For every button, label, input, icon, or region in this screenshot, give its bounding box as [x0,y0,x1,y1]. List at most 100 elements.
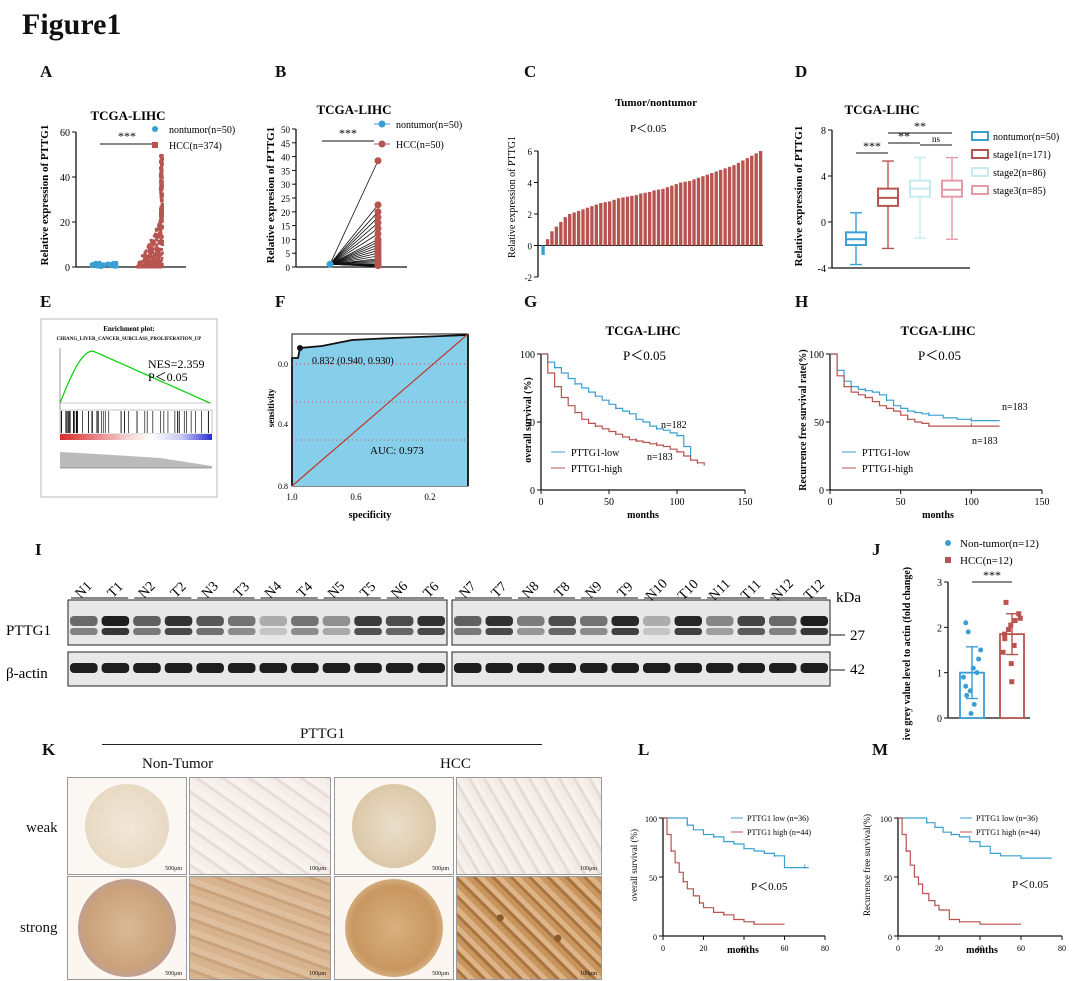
m-ytick-label-2: 100 [880,815,892,824]
a-point-hcc [158,228,162,232]
j-point-1 [1008,622,1014,628]
panel-h-pvalue: P＜0.05 [918,348,961,363]
blot-band-pttg1-lower-N1 [70,628,98,635]
a-legend-swatch-hcc [152,142,158,148]
a-point-nontumor [108,261,113,266]
c-bar-1 [545,239,550,246]
a-point-hcc [160,263,164,267]
c-bar-44 [736,162,741,246]
a-point-hcc [160,180,164,184]
blot-band-pttg1-N9 [580,616,608,626]
b-pair-line-18 [329,204,379,265]
figure-title: Figure1 [22,8,122,41]
f-auc-label: AUC: 0.973 [370,445,424,457]
a-point-hcc [145,260,149,264]
blot-band-pttg1-lower-N11 [706,628,734,635]
panel-m-plot: 0 50 100 0 20 40 60 80 PTTG1 low (n=36) PTTG1 hig… [880,814,1066,953]
m-curve-1 [898,817,1021,925]
a-point-hcc [154,228,158,232]
blot-band-pttg1-lower-T5 [354,628,382,635]
c-bar-24 [647,191,652,246]
b-ytick-label-2: 10 [281,235,291,245]
g-legend-low: PTTG1-low [571,448,620,459]
j-point-1 [1009,679,1015,685]
d-legend-swatch-1 [971,149,989,159]
c-bar-11 [590,206,594,246]
j-point-1 [1002,636,1008,642]
panel-j-plot: 0 1 2 3 *** Non-tumor(n=12) HCC(n=12) [937,538,1039,725]
b-pair-line-15 [329,222,379,265]
d-legend-label-0: nontumor(n=50) [993,132,1059,143]
l-xtick-label-1: 20 [700,944,708,953]
blot-band-pttg1-lower-N7 [454,628,482,635]
blot-band-actin-N4 [259,663,288,673]
g-ytick-label-1: 50 [525,418,535,429]
blot-band-pttg1-T5 [354,616,382,626]
c-ytick-label-2: 2 [528,210,533,220]
panel-d-chart: TCGA-LIHC Relative expression of PTTG1 -… [793,102,1059,275]
b-pair-line-17 [329,211,379,265]
l-xtick-label-0: 0 [661,944,665,953]
b-pair-line-13 [329,233,379,265]
j-point-1 [1016,611,1022,617]
c-bar-18 [621,197,625,246]
j-point-0 [965,629,971,635]
blot-band-pttg1-lower-T4 [291,628,319,635]
panel-label-k: K [42,740,56,759]
panel-j-chart: Relative grey value level to actin (fold… [902,538,1039,740]
j-point-1 [1000,649,1006,655]
h-ytick-label-0: 0 [819,486,824,497]
d-ytick-label-2: 4 [821,172,826,183]
blot-band-pttg1-lower-T2 [164,628,193,635]
d-legend-label-1: stage1(n=171) [993,150,1051,161]
m-xtick-label-0: 0 [896,944,900,953]
j-ytick-label-3: 3 [937,578,942,589]
blot-band-pttg1-lower-T1 [101,628,130,635]
panel-label-l: L [638,740,650,759]
b-legend-nontumor: nontumor(n=50) [396,120,462,131]
a-point-hcc [142,259,146,263]
a-point-hcc [159,190,163,194]
panel-a-chart: TCGA-LIHC Relative expression of PTTG1 0… [39,108,235,274]
blot-band-pttg1-T9 [611,616,639,626]
a-point-hcc [159,222,163,226]
g-curve-0 [541,353,692,456]
blot-band-pttg1-T7 [485,616,513,626]
ihc-col-hcc: HCC [440,756,471,772]
c-ytick-label-1: 0 [528,242,533,252]
blot-frame-actin-left [67,651,448,687]
a-point-hcc [143,264,147,268]
a-point-hcc [156,249,160,253]
ihc-col-nontumor: Non-Tumor [142,756,214,772]
panel-b-chart: TCGA-LIHC Relative expresion of PTTG1 0 5… [265,102,462,273]
h-n-high: n=183 [972,436,998,447]
h-xtick-label-3: 150 [1035,497,1050,508]
h-curve-0 [830,353,1000,422]
panel-m-pvalue: P＜0.05 [1012,879,1049,891]
c-bar-41 [723,168,727,246]
b-pair-line-6 [329,255,379,265]
blot-band-pttg1-T8 [548,616,576,626]
a-point-hcc [140,254,144,258]
m-ytick-label-0: 0 [888,933,892,942]
b-pair-line-10 [329,244,379,265]
blot-band-pttg1-N2 [133,616,161,626]
blot-band-pttg1-lower-T3 [227,628,256,635]
l-legend-low: PTTG1 low (n=36) [747,814,809,823]
a-point-hcc [155,238,159,242]
panel-i-blot: N1 T1 N2 T2 N3 T3 N4 T4 N5 T5 N6 T6 N7 T7 N8 T8 N9 T9 N10 T… [6,577,866,687]
panel-g-plot: 0 50 100 0 50 100 150 n=182 n=183 PTTG1-low PTTG1-… [520,350,753,508]
blot-band-pttg1-lower-N5 [322,628,351,635]
blot-frame-pttg1-left [67,599,448,646]
j-point-1 [1017,615,1023,621]
b-ytick-label-9: 45 [281,139,291,149]
b-pair-line-9 [329,247,379,265]
a-point-hcc [159,230,163,234]
g-xtick-label-0: 0 [539,497,544,508]
a-point-hcc [149,264,153,268]
j-point-0 [974,670,980,676]
a-point-hcc [160,219,164,223]
ihc-image-weak-hcc-high: 100μm [456,777,602,875]
panel-e-plot [59,348,213,469]
a-point-hcc [160,192,164,196]
